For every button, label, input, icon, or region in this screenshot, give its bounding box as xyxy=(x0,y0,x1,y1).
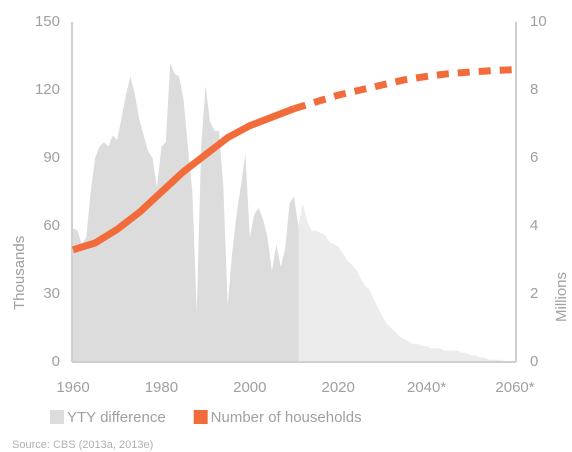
y2-tick-label: 2 xyxy=(530,285,538,302)
y-tick-label: 60 xyxy=(43,217,60,234)
legend-swatch xyxy=(193,410,208,424)
y2-tick-label: 0 xyxy=(530,353,538,370)
y-axis-title: Thousands xyxy=(11,236,28,310)
legend-label: YTY difference xyxy=(67,409,166,426)
x-tick-label: 2000 xyxy=(233,379,266,396)
x-tick-label: 2060* xyxy=(495,379,534,396)
legend-label: Number of households xyxy=(211,409,362,426)
area xyxy=(73,62,515,363)
x-tick-label: 1980 xyxy=(145,379,178,396)
y2-tick-label: 8 xyxy=(530,81,538,98)
x-tick-label: 1960 xyxy=(56,379,89,396)
y-tick-label: 0 xyxy=(52,353,60,370)
y2-axis-title: Millions xyxy=(553,272,570,322)
y-tick-label: 30 xyxy=(43,285,60,302)
y2-tick-label: 10 xyxy=(530,13,547,30)
y-tick-label: 150 xyxy=(35,13,60,30)
line xyxy=(71,105,296,254)
x-tick-label: 2040* xyxy=(407,379,446,396)
y2-tick-label: 4 xyxy=(530,217,538,234)
y-tick-label: 120 xyxy=(35,81,60,98)
y2-tick-label: 6 xyxy=(530,149,538,166)
source: Source: CBS (2013a, 2013e) xyxy=(12,439,153,451)
line xyxy=(292,66,516,113)
x-tick-label: 2020 xyxy=(322,379,355,396)
legend-swatch xyxy=(50,410,64,424)
y-tick-label: 90 xyxy=(43,149,60,166)
